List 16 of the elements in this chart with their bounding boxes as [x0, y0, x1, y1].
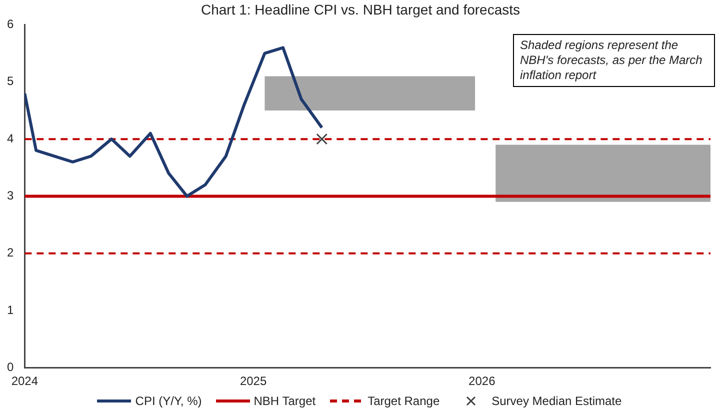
y-tick-label: 4 — [6, 131, 14, 146]
y-tick-label: 6 — [6, 17, 14, 32]
x-tick-label: 2024 — [11, 374, 38, 388]
legend-label: Target Range — [368, 394, 440, 408]
annotation: Shaded regions represent the NBH's forecasts, as per the March inflation report — [513, 34, 715, 87]
x-tick-label: 2025 — [240, 374, 267, 388]
legend-label: CPI (Y/Y, %) — [135, 394, 202, 408]
y-tick-label: 1 — [6, 302, 14, 317]
legend-label: Survey Median Estimate — [492, 394, 622, 408]
y-tick-label: 5 — [6, 74, 14, 88]
chart-title: Chart 1: Headline CPI vs. NBH target and forecasts — [200, 1, 520, 18]
y-tick-label: 2 — [6, 246, 14, 260]
legend-label: NBH Target — [254, 394, 316, 408]
y-tick-label: 3 — [6, 188, 14, 203]
y-tick-label: 0 — [6, 360, 14, 374]
x-tick-label: 2026 — [468, 374, 496, 388]
